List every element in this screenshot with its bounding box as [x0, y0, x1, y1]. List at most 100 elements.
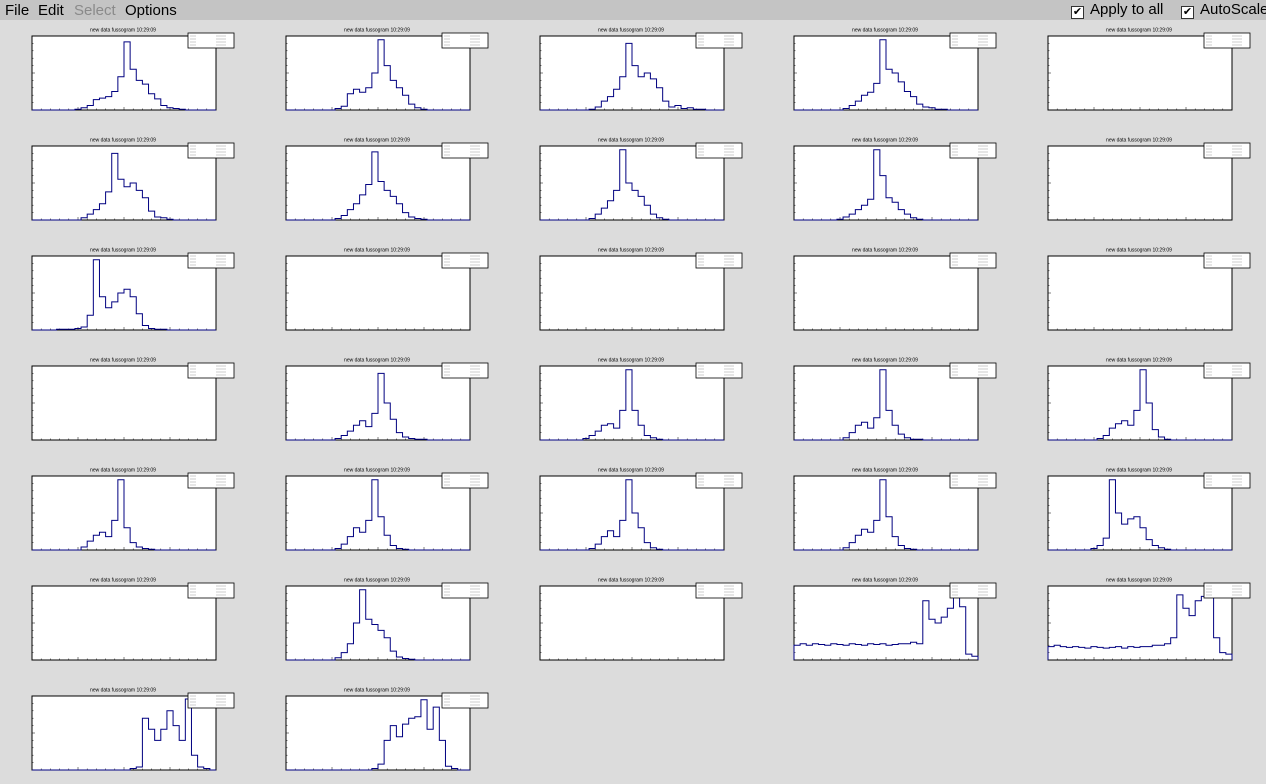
menu-item[interactable]: Edit	[38, 2, 64, 19]
stats-box	[949, 252, 997, 269]
menu-item[interactable]: Options	[125, 2, 177, 19]
histogram-panel: new data fussogram 10:29:09	[539, 357, 743, 441]
panel-title: new data fussogram 10:29:09	[852, 357, 918, 363]
stats-box	[1203, 32, 1251, 49]
check-box[interactable]: ✔	[1071, 6, 1084, 19]
panel-title: new data fussogram 10:29:09	[344, 27, 410, 33]
plot-frame	[1047, 35, 1233, 111]
stats-box	[1203, 252, 1251, 269]
panel-title: new data fussogram 10:29:09	[598, 357, 664, 363]
checkbox[interactable]: ✔ AutoScale	[1181, 1, 1266, 19]
histogram-panel: new data fussogram 10:29:09	[285, 687, 489, 771]
panel-title: new data fussogram 10:29:09	[598, 247, 664, 253]
stats-box	[441, 692, 489, 709]
histogram-panel: new data fussogram 10:29:09	[539, 137, 743, 221]
histogram-panel: new data fussogram 10:29:09	[31, 467, 235, 551]
panel-title: new data fussogram 10:29:09	[598, 27, 664, 33]
stats-box	[441, 252, 489, 269]
histogram-line	[540, 149, 724, 221]
histogram-line	[286, 151, 470, 221]
histogram-panel: new data fussogram 10:29:09	[31, 137, 235, 221]
panel-title: new data fussogram 10:29:09	[90, 577, 156, 583]
checkbox-label[interactable]: Apply to all	[1090, 1, 1164, 18]
histogram-line	[286, 479, 470, 551]
histogram-panel: new data fussogram 10:29:09	[285, 357, 489, 441]
panel-title: new data fussogram 10:29:09	[344, 687, 410, 693]
stats-box	[695, 252, 743, 269]
panel-title: new data fussogram 10:29:09	[344, 137, 410, 143]
panel-title: new data fussogram 10:29:09	[90, 137, 156, 143]
check-box[interactable]: ✔	[1181, 6, 1194, 19]
stats-box	[1203, 582, 1251, 599]
histogram-panel: new data fussogram 10:29:09	[285, 247, 489, 331]
histogram-panel: new data fussogram 10:29:09	[793, 577, 997, 661]
histogram-panel: new data fussogram 10:29:09	[285, 27, 489, 111]
histogram-panel: new data fussogram 10:29:09	[285, 577, 489, 661]
histogram-panel: new data fussogram 10:29:09	[1047, 577, 1251, 661]
panel-title: new data fussogram 10:29:09	[344, 357, 410, 363]
panel-title: new data fussogram 10:29:09	[1106, 467, 1172, 473]
stats-box	[441, 142, 489, 159]
histogram-panel: new data fussogram 10:29:09	[539, 27, 743, 111]
plot-frame	[539, 255, 725, 331]
histogram-line	[32, 479, 216, 551]
histogram-line	[286, 39, 470, 111]
histogram-panel: new data fussogram 10:29:09	[793, 27, 997, 111]
histogram-line	[32, 698, 216, 771]
checkbox[interactable]: ✔ Apply to all	[1071, 1, 1163, 19]
histogram-panel: new data fussogram 10:29:09	[31, 577, 235, 661]
histogram-line	[794, 39, 978, 111]
histogram-line	[32, 41, 216, 111]
histogram-panel: new data fussogram 10:29:09	[1047, 27, 1251, 111]
panel-title: new data fussogram 10:29:09	[90, 467, 156, 473]
stats-box	[187, 692, 235, 709]
histogram-panel: new data fussogram 10:29:09	[793, 467, 997, 551]
panel-title: new data fussogram 10:29:09	[1106, 577, 1172, 583]
panel-title: new data fussogram 10:29:09	[852, 247, 918, 253]
stats-box	[949, 472, 997, 489]
plot-frame	[1047, 255, 1233, 331]
panel-title: new data fussogram 10:29:09	[90, 357, 156, 363]
menu-item: Select	[74, 2, 116, 19]
canvas: new data fussogram 10:29:09 new data fuss…	[31, 27, 1251, 771]
panel-title: new data fussogram 10:29:09	[1106, 357, 1172, 363]
panel-title: new data fussogram 10:29:09	[598, 577, 664, 583]
panel-title: new data fussogram 10:29:09	[598, 467, 664, 473]
histogram-panel: new data fussogram 10:29:09	[31, 247, 235, 331]
stats-box	[441, 472, 489, 489]
histogram-line	[794, 369, 978, 441]
stats-box	[1203, 472, 1251, 489]
stats-box	[949, 142, 997, 159]
menu-item[interactable]: File	[5, 2, 30, 19]
stats-box	[187, 142, 235, 159]
stats-box	[187, 472, 235, 489]
stats-box	[695, 472, 743, 489]
panel-title: new data fussogram 10:29:09	[344, 467, 410, 473]
stats-box	[695, 582, 743, 599]
plot-frame	[539, 585, 725, 661]
histogram-line	[286, 589, 470, 661]
plot-frame	[1047, 145, 1233, 221]
stats-box	[187, 252, 235, 269]
plot-frame	[1047, 475, 1233, 551]
histogram-panel: new data fussogram 10:29:09	[539, 577, 743, 661]
panel-title: new data fussogram 10:29:09	[852, 467, 918, 473]
stats-box	[949, 362, 997, 379]
histogram-line	[540, 42, 724, 111]
histogram-panel: new data fussogram 10:29:09	[539, 467, 743, 551]
histogram-panel: new data fussogram 10:29:09	[285, 467, 489, 551]
histogram-panel: new data fussogram 10:29:09	[539, 247, 743, 331]
histogram-panel: new data fussogram 10:29:09	[1047, 247, 1251, 331]
stats-box	[1203, 142, 1251, 159]
stats-box	[695, 142, 743, 159]
panel-title: new data fussogram 10:29:09	[90, 247, 156, 253]
panel-title: new data fussogram 10:29:09	[852, 577, 918, 583]
stats-box	[695, 362, 743, 379]
stats-box	[949, 582, 997, 599]
histogram-panel: new data fussogram 10:29:09	[31, 357, 235, 441]
menu-bar: File Edit Select Options ✔ Apply to all ✔ AutoS…	[0, 0, 1266, 20]
plot-frame	[285, 255, 471, 331]
checkbox-label[interactable]: AutoScale	[1200, 1, 1266, 18]
panel-title: new data fussogram 10:29:09	[90, 27, 156, 33]
stats-box	[441, 582, 489, 599]
